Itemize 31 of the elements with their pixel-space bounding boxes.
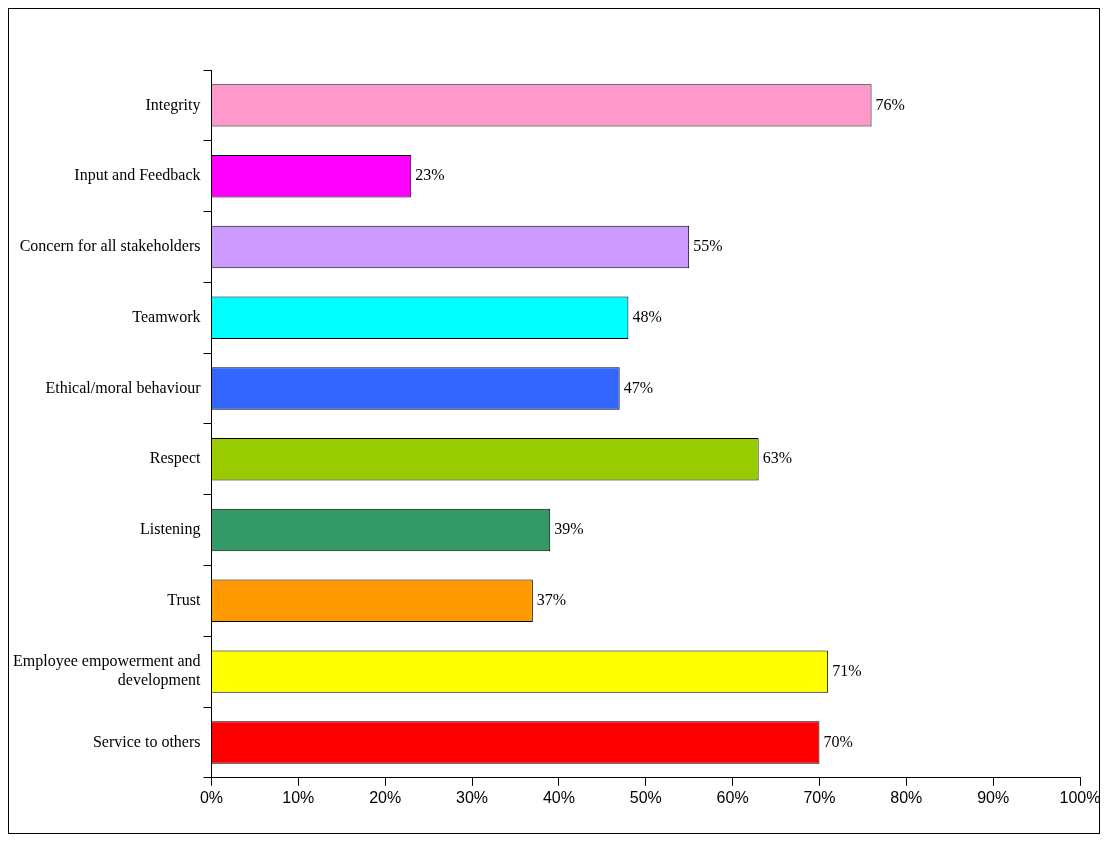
x-tick-label: 90%: [977, 788, 1010, 806]
data-label: 71%: [832, 661, 862, 679]
y-tick-label: Employee empowerment and development: [12, 652, 202, 690]
data-label: 23%: [415, 166, 445, 184]
y-tick-label: Concern for all stakeholders: [19, 237, 201, 255]
data-label: 55%: [693, 237, 723, 255]
data-label: 48%: [632, 307, 662, 325]
x-tick-label: 70%: [803, 788, 836, 806]
x-tick-label: 80%: [890, 788, 923, 806]
data-label: 70%: [823, 732, 853, 750]
data-label: 37%: [536, 591, 567, 609]
y-tick-label: Respect: [149, 449, 202, 468]
x-tick-label: 0%: [199, 788, 224, 806]
x-tick-label: 60%: [716, 788, 749, 806]
data-label: 39%: [554, 520, 584, 538]
x-tick-label: 20%: [369, 788, 402, 806]
y-tick-label: Trust: [167, 591, 202, 609]
x-tick-label: 30%: [456, 788, 489, 806]
y-tick-label: Teamwork: [132, 307, 201, 325]
y-tick-label: Input and Feedback: [74, 166, 201, 185]
x-tick-label: 40%: [542, 788, 575, 806]
data-label: 47%: [623, 378, 654, 396]
data-label: 63%: [762, 449, 792, 467]
x-tick-label: 100%: [1059, 788, 1101, 806]
data-label: 76%: [875, 95, 905, 113]
x-tick-label: 50%: [629, 788, 662, 806]
y-tick-label: Service to others: [92, 732, 201, 750]
x-tick-label: 10%: [282, 788, 315, 806]
y-tick-label: Integrity: [145, 95, 201, 114]
y-tick-label: Ethical/moral behaviour: [45, 378, 202, 396]
y-tick-label: Listening: [140, 520, 201, 539]
